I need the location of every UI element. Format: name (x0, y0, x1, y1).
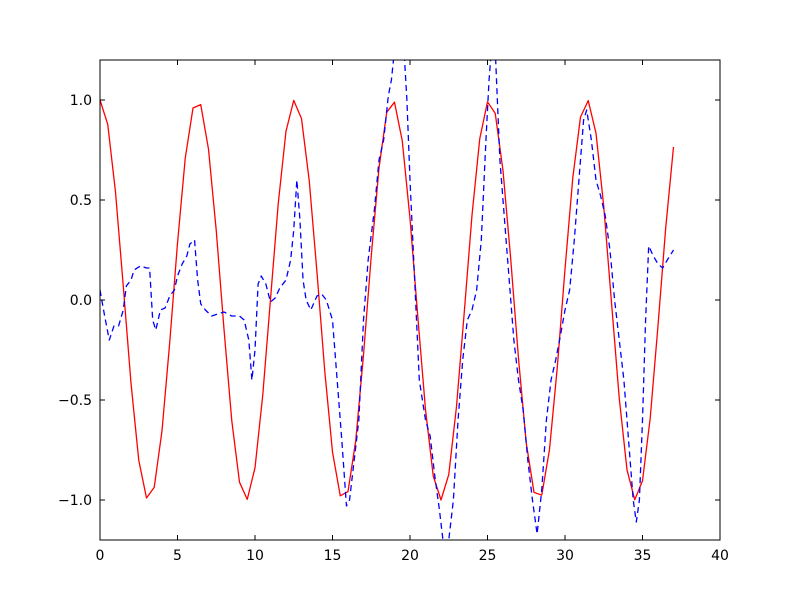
plot-frame (99, 59, 721, 541)
y-tick-label: −1.0 (58, 493, 92, 509)
tick-layer: 0 5 10 15 20 25 30 35 40 −1.0 −0.5 0.0 0.5 1.0 (58, 60, 729, 564)
x-tick-label: 30 (556, 548, 574, 564)
x-tick-label: 20 (401, 548, 419, 564)
y-tick-label: 1.0 (70, 93, 92, 109)
x-tick-label: 40 (711, 548, 729, 564)
x-tick-label: 10 (246, 548, 264, 564)
x-tick-label: 15 (324, 548, 342, 564)
y-tick-label: 0.5 (70, 193, 92, 209)
dashed-series-line (100, 60, 675, 540)
x-tick-label: 5 (173, 548, 182, 564)
y-tick-label: −0.5 (58, 393, 92, 409)
y-tick-label: 0.0 (70, 293, 92, 309)
x-tick-label: 25 (479, 548, 497, 564)
series-layer (100, 60, 675, 540)
x-tick-label: 35 (634, 548, 652, 564)
plot-area (100, 60, 720, 540)
x-tick-label: 0 (96, 548, 105, 564)
